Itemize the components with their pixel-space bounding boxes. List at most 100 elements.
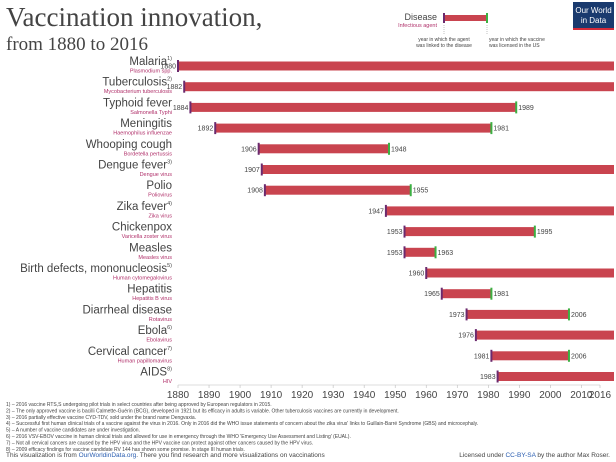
range-bar bbox=[497, 372, 614, 381]
agent-name: Poliovirus bbox=[148, 193, 172, 199]
disease-label: Diarrheal disease bbox=[83, 304, 173, 316]
start-label: 1906 bbox=[241, 146, 257, 153]
footnote-ref: 1) bbox=[167, 56, 172, 62]
logo-underline bbox=[573, 28, 614, 30]
disease-name: Tuberculosis2) bbox=[102, 77, 172, 89]
range-bar bbox=[215, 123, 492, 133]
start-label: 1953 bbox=[387, 250, 403, 257]
footnote-ref: 6) bbox=[167, 325, 172, 331]
range-bar bbox=[475, 330, 614, 340]
footer-left: This visualization is from OurWorldinDat… bbox=[6, 452, 326, 459]
range-bar bbox=[491, 351, 569, 361]
disease-label: Chickenpox bbox=[112, 222, 172, 234]
end-label: 1981 bbox=[493, 291, 509, 298]
footer-text: This visualization is from bbox=[6, 452, 79, 459]
footer-right: Licensed under CC-BY-SA by the author Ma… bbox=[459, 452, 610, 459]
logo-text: Our World bbox=[575, 6, 611, 15]
agent-name: HIV bbox=[163, 379, 173, 385]
footnote: 8) – 2009 efficacy findings for vaccine … bbox=[6, 447, 245, 453]
agent-name: Rotavirus bbox=[149, 317, 172, 323]
footnote: 4) – Successful first human clinical tri… bbox=[6, 421, 478, 427]
range-bar bbox=[441, 289, 492, 299]
start-label: 1965 bbox=[424, 291, 440, 298]
x-tick-label: 2016 bbox=[589, 390, 612, 401]
legend-agent: Infectious agent bbox=[398, 23, 437, 29]
disease-label: Malaria bbox=[129, 56, 167, 68]
disease-label: Dengue fever bbox=[98, 160, 167, 172]
range-bar bbox=[178, 61, 614, 71]
range-bar bbox=[466, 309, 569, 319]
start-label: 1884 bbox=[173, 105, 189, 112]
agent-name: Haemophilus influenzae bbox=[113, 131, 172, 137]
range-bar bbox=[184, 82, 615, 92]
disease-name: Meningitis bbox=[120, 118, 172, 130]
footer-text: . There you find research and more visua… bbox=[136, 452, 325, 459]
legend-caption: year in which the agent bbox=[418, 37, 470, 43]
footnote: 5) – A number of vaccine candidates are … bbox=[6, 428, 140, 434]
chart-title: Vaccination innovation, bbox=[6, 2, 262, 32]
start-label: 1947 bbox=[368, 208, 384, 215]
agent-name: Ebolavirus bbox=[146, 338, 172, 344]
footer-text: by the author Max Roser. bbox=[536, 452, 611, 459]
disease-name: Measles bbox=[129, 242, 172, 254]
footnote-ref: 4) bbox=[167, 201, 172, 207]
range-bar bbox=[426, 268, 614, 278]
start-label: 1953 bbox=[387, 229, 403, 236]
chart-subtitle: from 1880 to 2016 bbox=[6, 34, 148, 55]
disease-name: Cervical cancer7) bbox=[88, 346, 172, 358]
disease-label: AIDS bbox=[140, 367, 167, 379]
range-bar bbox=[261, 165, 614, 174]
x-tick-label: 1990 bbox=[508, 390, 531, 401]
x-tick-label: 1970 bbox=[446, 390, 469, 401]
end-label: 1948 bbox=[391, 146, 407, 153]
disease-name: Diarrheal disease bbox=[83, 304, 173, 316]
disease-label: Polio bbox=[146, 180, 172, 192]
legend-caption: was linked to the disease bbox=[416, 43, 472, 49]
start-label: 1882 bbox=[167, 84, 183, 91]
disease-label: Ebola bbox=[138, 325, 168, 337]
start-label: 1908 bbox=[247, 188, 263, 195]
disease-name: Malaria1) bbox=[129, 56, 172, 68]
footnote: 6) – 2016 VSV-EBOV vaccine in human clin… bbox=[6, 434, 351, 440]
disease-label: Cervical cancer bbox=[88, 346, 167, 358]
disease-label: Zika fever bbox=[117, 201, 168, 213]
footer-text: Licensed under bbox=[459, 452, 505, 459]
start-label: 1892 bbox=[198, 126, 214, 133]
range-bar bbox=[190, 102, 517, 112]
end-label: 2006 bbox=[571, 312, 587, 319]
start-label: 1880 bbox=[160, 64, 176, 71]
agent-name: Measles virus bbox=[138, 255, 172, 261]
x-tick-label: 1960 bbox=[415, 390, 438, 401]
x-tick-label: 1940 bbox=[353, 390, 376, 401]
x-tick-label: 2010 bbox=[570, 390, 593, 401]
agent-name: Hepatitis B virus bbox=[132, 296, 172, 302]
footnote: 2) – The only approved vaccine is bacill… bbox=[6, 408, 399, 414]
range-bar bbox=[264, 185, 411, 195]
x-tick-label: 1880 bbox=[167, 390, 190, 401]
footnote-ref: 2) bbox=[167, 77, 172, 83]
disease-label: Meningitis bbox=[120, 118, 172, 130]
range-bar bbox=[404, 247, 436, 257]
range-bar bbox=[404, 227, 535, 237]
disease-name: AIDS8) bbox=[140, 367, 172, 379]
footnote-ref: 5) bbox=[167, 263, 172, 269]
disease-name: Zika fever4) bbox=[117, 201, 173, 213]
end-label: 1963 bbox=[438, 250, 454, 257]
end-label: 2006 bbox=[571, 353, 587, 360]
legend-bar bbox=[444, 15, 487, 21]
agent-name: Zika virus bbox=[148, 213, 172, 219]
disease-name: Polio bbox=[146, 180, 172, 192]
disease-name: Whooping cough bbox=[86, 139, 172, 151]
end-label: 1981 bbox=[493, 126, 509, 133]
start-label: 1973 bbox=[449, 312, 465, 319]
start-label: 1976 bbox=[458, 333, 474, 340]
legend-caption: year in which the vaccine bbox=[489, 37, 545, 43]
disease-label: Typhoid fever bbox=[103, 97, 172, 109]
agent-name: Varicella zoster virus bbox=[122, 234, 173, 240]
start-label: 1907 bbox=[244, 167, 260, 174]
legend-disease: Disease bbox=[404, 12, 437, 22]
agent-name: Human papillomavirus bbox=[118, 358, 173, 364]
footnote: 1) – 2016 vaccine RTS,S undergoing pilot… bbox=[6, 402, 272, 408]
disease-name: Typhoid fever bbox=[103, 97, 172, 109]
